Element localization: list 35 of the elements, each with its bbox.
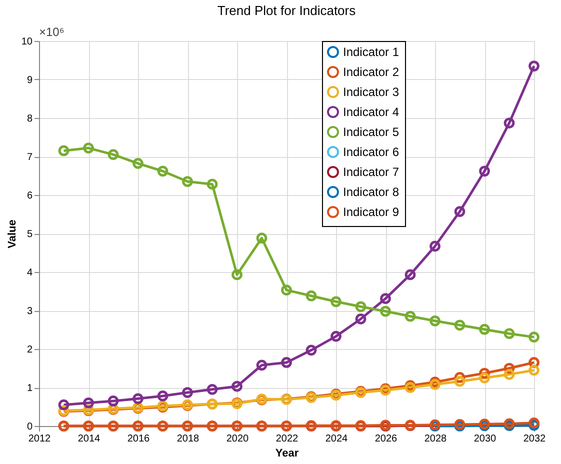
y-tick-label: 1 [26,383,33,394]
x-axis-title: Year [275,448,300,460]
y-tick-label: 0 [26,422,33,432]
x-tick-label: 2030 [474,434,497,444]
y-tick-label: 5 [26,229,33,240]
legend-label: Indicator 6 [343,145,400,159]
y-tick-label: 10 [21,36,33,48]
legend-label: Indicator 9 [343,205,400,219]
x-tick-label: 2016 [127,434,150,444]
chart-title: Trend Plot for Indicators [217,3,356,18]
y-tick-label: 6 [26,190,33,202]
legend-label: Indicator 5 [343,125,400,139]
x-tick-label: 2028 [424,434,448,444]
legend-label: Indicator 1 [343,45,400,59]
legend-label: Indicator 3 [343,85,400,99]
y-tick-label: 8 [26,114,33,124]
legend-label: Indicator 8 [343,185,400,199]
x-tick-label: 2022 [276,434,299,444]
legend-label: Indicator 7 [343,165,400,179]
legend-label: Indicator 4 [343,105,400,119]
y-tick-label: 2 [26,344,33,356]
y-tick-label: 3 [26,306,33,317]
y-tick-label: 4 [26,268,33,278]
x-tick-label: 2018 [176,434,200,444]
x-tick-label: 2014 [78,434,101,444]
x-tick-label: 2026 [374,434,398,444]
x-tick-label: 2012 [28,434,52,444]
x-tick-label: 2032 [523,434,546,444]
x-tick-label: 2024 [325,434,348,444]
y-tick-label: 9 [26,75,33,86]
text: ×10⁶ [39,25,64,39]
y-tick-label: 7 [26,152,33,163]
legend-label: Indicator 2 [343,65,400,79]
y-axis-title: Value [6,220,18,248]
x-tick-label: 2020 [226,434,250,444]
